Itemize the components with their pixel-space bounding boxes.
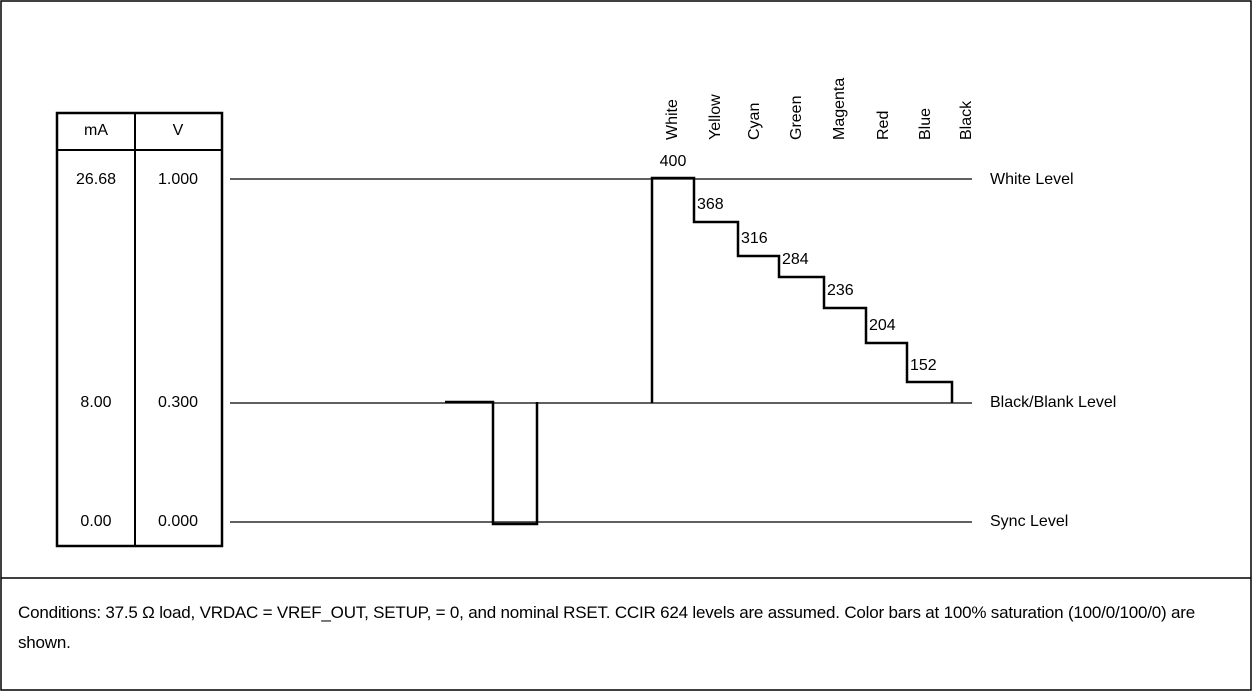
bar-name: Cyan	[746, 103, 763, 140]
table-cell: 1.000	[158, 171, 198, 188]
bar-value: 284	[782, 251, 809, 268]
sync-pulse	[445, 400, 539, 526]
table-cell: 8.00	[80, 394, 111, 411]
table-cell: 0.000	[158, 513, 198, 530]
bar-name: Red	[875, 111, 892, 140]
color-bar-waveform	[650, 176, 954, 403]
bar-name: Magenta	[831, 78, 848, 140]
bar-value: 236	[827, 282, 854, 299]
table-cell: 26.68	[76, 171, 116, 188]
bar-value: 368	[697, 196, 724, 213]
table-header: mA	[84, 122, 108, 139]
bar-name: Yellow	[707, 94, 724, 140]
bar-value: 316	[741, 230, 768, 247]
table-cell: 0.300	[158, 394, 198, 411]
level-label: Black/Blank Level	[990, 394, 1116, 411]
bar-value: 152	[910, 357, 937, 374]
bar-value: 204	[869, 317, 896, 334]
level-table	[55, 111, 224, 548]
bar-name: Black	[958, 100, 975, 140]
bar-name: White	[664, 99, 681, 140]
table-header: V	[173, 122, 184, 139]
level-label: White Level	[990, 171, 1074, 188]
level-label: Sync Level	[990, 513, 1068, 530]
bar-name: Blue	[917, 108, 934, 140]
conditions-note: Conditions: 37.5 Ω load, VRDAC = VREF_OU…	[18, 603, 1195, 652]
bar-value: 400	[660, 153, 687, 170]
table-cell: 0.00	[80, 513, 111, 530]
bar-name: Green	[788, 96, 805, 140]
